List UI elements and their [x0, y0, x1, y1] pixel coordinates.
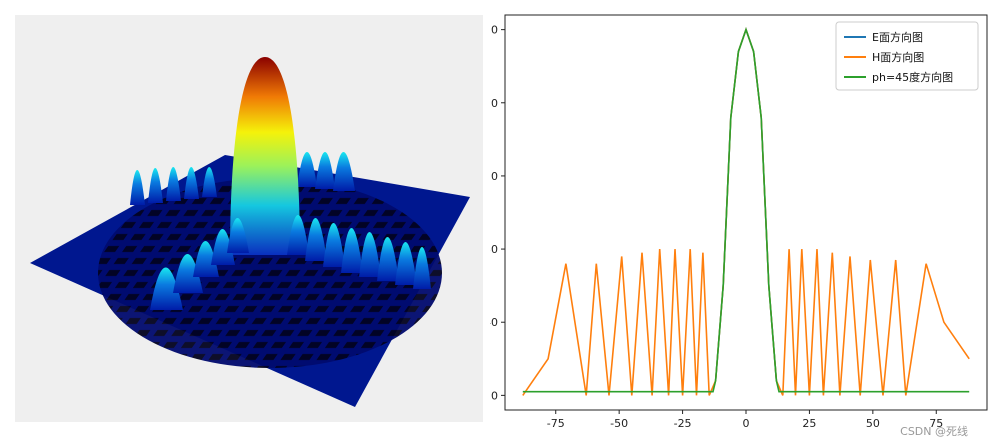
sidelobes-front [150, 215, 431, 310]
watermark: CSDN @死线 [900, 425, 968, 438]
main-beam-peak [230, 57, 300, 255]
sidelobes-back [130, 152, 355, 205]
pattern-line-chart: -75 -50 -25 0 25 50 75 0 -10 -20 -30 -40 -50 E面方向图 H面… [490, 14, 988, 430]
x-tick-label: 75 [929, 417, 943, 430]
y-tick-label: 0 [491, 24, 498, 37]
legend-label: H面方向图 [872, 50, 924, 64]
x-tick-label: 50 [866, 417, 880, 430]
x-tick-label: 0 [743, 417, 750, 430]
surface-3d-svg [30, 57, 470, 407]
x-tick-label: 25 [802, 417, 816, 430]
x-tick-label: -25 [674, 417, 692, 430]
x-tick-label: -75 [547, 417, 565, 430]
x-tick-label: -50 [610, 417, 628, 430]
legend: E面方向图 H面方向图 ph=45度方向图 [835, 21, 979, 91]
chart-lines [522, 27, 970, 396]
y-tick-label: -30 [490, 243, 498, 256]
series-line-ph45 [522, 27, 970, 393]
legend-label: ph=45度方向图 [872, 70, 953, 84]
legend-box [835, 21, 979, 91]
y-tick-label: -50 [490, 389, 498, 402]
y-tick-label: -40 [490, 316, 498, 329]
axes: -75 -50 -25 0 25 50 75 0 -10 -20 -30 -40 -50 [490, 24, 943, 430]
aperture-grid [98, 178, 442, 368]
legend-label: E面方向图 [872, 30, 923, 44]
y-tick-label: -10 [490, 97, 498, 110]
y-tick-label: -20 [490, 170, 498, 183]
surface-3d-plot [15, 15, 483, 422]
